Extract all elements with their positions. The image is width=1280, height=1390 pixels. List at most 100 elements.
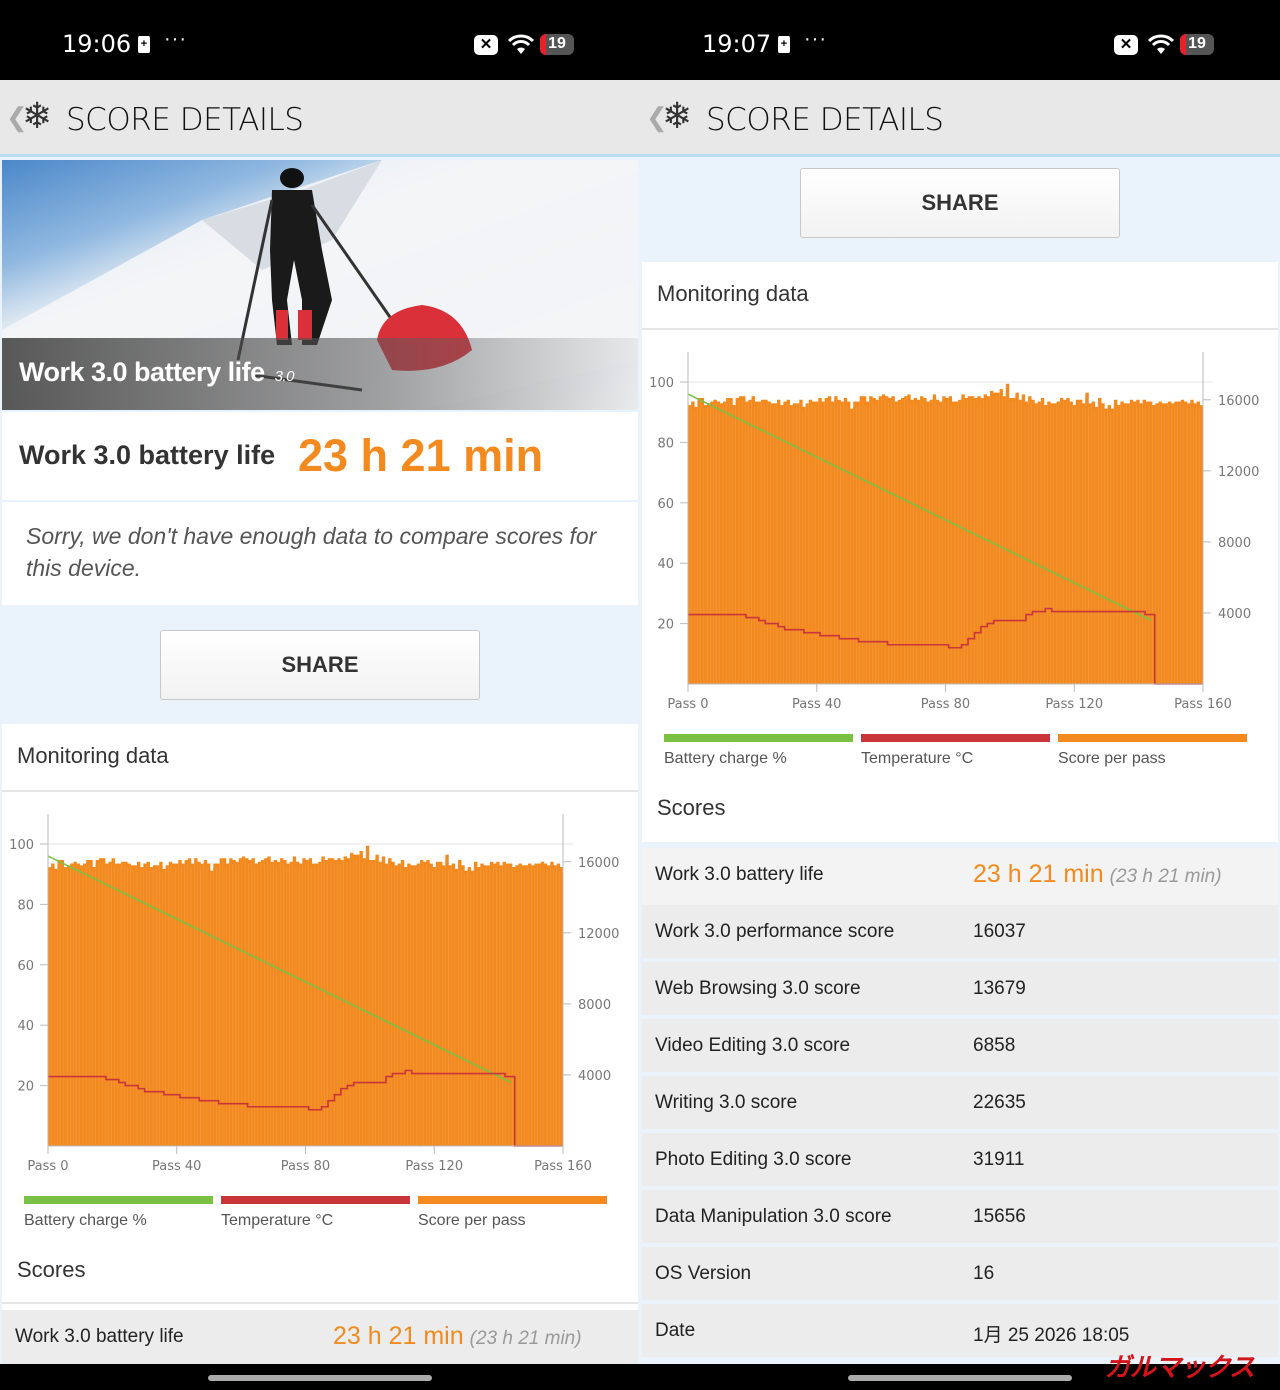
battery-saver-icon: + <box>138 36 150 53</box>
row-label: Web Browsing 3.0 score <box>655 978 861 999</box>
score-bar <box>337 858 341 1146</box>
score-bar <box>334 859 338 1146</box>
score-bar <box>156 865 160 1146</box>
score-bar <box>958 399 962 684</box>
score-bar <box>108 861 112 1146</box>
score-row: Video Editing 3.0 score 6858 <box>642 1019 1278 1072</box>
score-bar <box>267 856 271 1146</box>
score-bar <box>751 396 755 684</box>
score-bar <box>203 859 208 1146</box>
row-value-main: 13679 <box>973 978 1026 999</box>
score-bar <box>260 859 265 1146</box>
score-bar <box>757 401 762 684</box>
home-indicator[interactable] <box>208 1375 432 1381</box>
score-bar <box>171 863 176 1146</box>
divider <box>2 790 638 792</box>
row-value: 1月 25 2026 18:05 <box>973 1320 1129 1347</box>
score-bar <box>518 863 522 1146</box>
y-tick-label: 40 <box>17 1019 34 1034</box>
score-bar <box>1133 401 1137 684</box>
score-bar <box>502 861 506 1146</box>
score-bar <box>130 865 135 1146</box>
home-indicator[interactable] <box>848 1375 1072 1381</box>
score-bar <box>327 858 332 1146</box>
score-bar <box>102 858 106 1146</box>
share-button[interactable]: SHARE <box>160 630 480 700</box>
score-bar <box>111 858 115 1146</box>
score-bar <box>384 863 389 1146</box>
score-bar <box>82 863 87 1146</box>
score-bar <box>761 399 765 684</box>
score-bar <box>935 399 940 684</box>
score-bar <box>1180 399 1185 684</box>
score-bar <box>321 856 325 1146</box>
score-bar <box>1028 396 1032 684</box>
share-button[interactable]: SHARE <box>800 168 1120 238</box>
score-bar <box>1047 401 1051 684</box>
score-bar <box>869 396 873 684</box>
score-bar <box>1002 396 1007 684</box>
more-notifications-icon: ··· <box>164 28 187 50</box>
hero-title: Work 3.0 battery life 3.0 <box>19 357 294 388</box>
status-bar: 19:07 + ··· ✕ 19 <box>640 0 1280 80</box>
score-bar <box>550 861 554 1146</box>
score-bar <box>378 861 382 1146</box>
score-bar <box>206 863 211 1146</box>
compare-message: Sorry, we don't have enough data to comp… <box>2 502 638 605</box>
score-bar <box>540 861 545 1146</box>
score-bar <box>210 870 214 1146</box>
score-bar <box>410 865 414 1146</box>
score-bar <box>480 863 484 1146</box>
row-label: Photo Editing 3.0 score <box>655 1149 852 1170</box>
y-tick-label: 60 <box>657 497 674 512</box>
score-bar <box>400 859 405 1146</box>
monitoring-chart: 100 80 60 40 20 16000 12000 8000 4000 Pass 0 Pass … <box>9 814 619 1174</box>
score-value: 23 h 21 min <box>298 430 544 481</box>
row-value-main: 16037 <box>973 921 1026 942</box>
score-summary: Work 3.0 battery life 23 h 21 min <box>2 412 638 500</box>
score-bar <box>1168 401 1172 684</box>
score-bar <box>553 865 557 1146</box>
chevron-left-icon[interactable]: ❮ <box>646 102 668 132</box>
status-bar: 19:06 + ··· ✕ 19 <box>0 0 640 80</box>
score-bar <box>181 863 185 1146</box>
x-tick-label: Pass 80 <box>921 697 970 712</box>
score-row: Date 1月 25 2026 18:05 <box>642 1304 1278 1357</box>
score-bar <box>1088 403 1092 684</box>
score-bar <box>499 865 503 1146</box>
score-bar <box>70 863 74 1146</box>
score-bar <box>359 851 363 1146</box>
x-tick-label: Pass 160 <box>534 1159 592 1174</box>
monitoring-title: Monitoring data <box>17 743 169 768</box>
score-bar <box>993 392 997 684</box>
score-bar <box>117 863 122 1146</box>
score-bar <box>137 861 141 1146</box>
row-value-secondary: (23 h 21 min) <box>469 1328 582 1349</box>
scores-title: Scores <box>17 1257 86 1282</box>
score-bar <box>1044 405 1048 684</box>
snowflake-icon: ❄ <box>662 96 693 137</box>
score-bar <box>1120 401 1124 684</box>
score-bar <box>738 396 743 684</box>
score-bar <box>531 865 535 1146</box>
score-bar <box>318 861 322 1146</box>
score-bar <box>184 859 189 1146</box>
row-value: 31911 <box>973 1149 1024 1171</box>
row-label: Date <box>655 1320 696 1341</box>
row-value: 23 h 21 min (23 h 21 min) <box>973 860 1222 889</box>
chart-legend: Battery charge % Temperature °C Score per … <box>640 734 1280 774</box>
score-bar <box>197 861 201 1146</box>
score-bar <box>1158 401 1162 684</box>
score-bar <box>808 399 813 684</box>
score-bar <box>512 867 516 1146</box>
score-bar <box>311 863 316 1146</box>
score-bar <box>232 859 236 1146</box>
score-bar <box>691 401 695 684</box>
score-bar <box>1082 403 1086 684</box>
x-tick-label: Pass 40 <box>792 697 841 712</box>
score-bar <box>1136 399 1140 684</box>
score-bar <box>885 396 889 684</box>
chevron-left-icon[interactable]: ❮ <box>6 102 28 132</box>
score-bar <box>1113 399 1118 684</box>
score-bar <box>894 401 899 684</box>
